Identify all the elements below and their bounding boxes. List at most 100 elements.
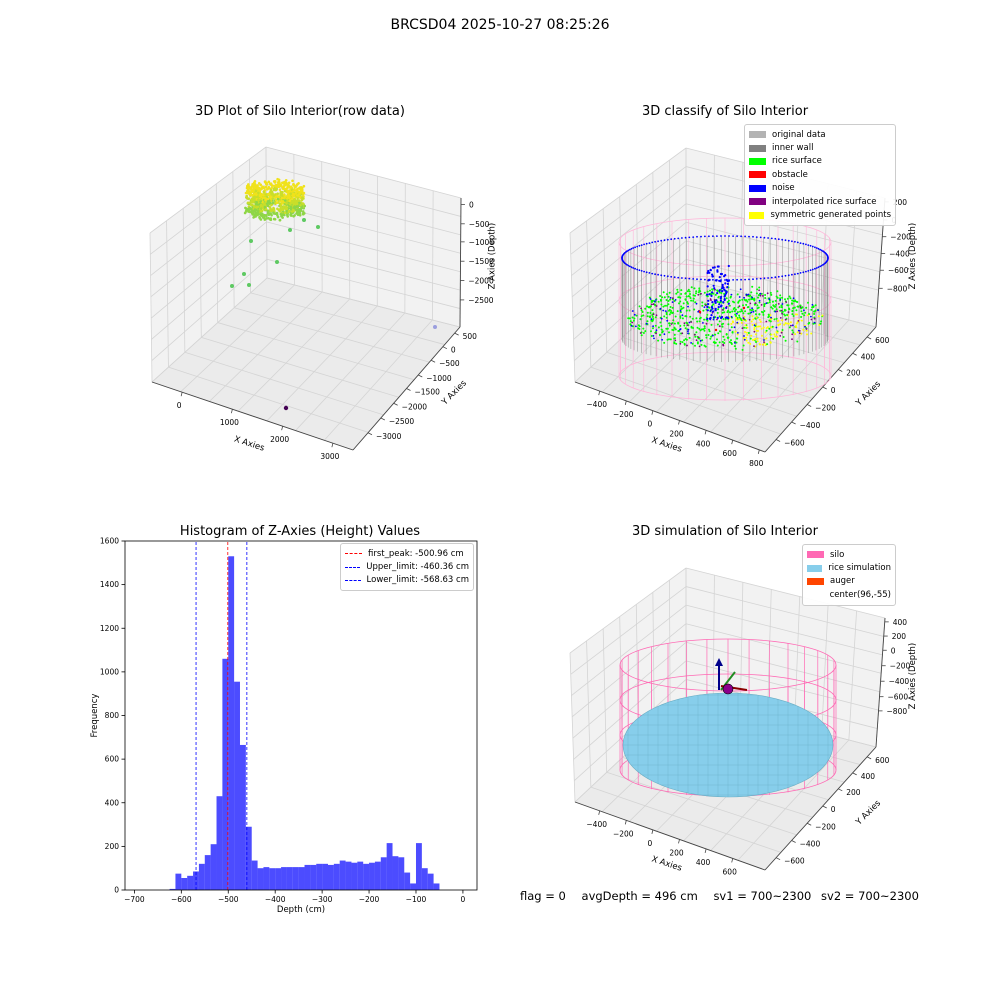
noise-point: [744, 235, 746, 238]
scatter-point: [686, 324, 689, 326]
surface-point: [694, 344, 696, 347]
auger-z-head: [715, 658, 723, 666]
scatter-point: [791, 338, 793, 341]
scatter-point: [770, 316, 772, 319]
surface-point: [721, 340, 724, 343]
surface-point: [753, 297, 756, 300]
y-tick: [442, 346, 448, 350]
scatter-point: [765, 302, 768, 305]
histogram-bar: [322, 863, 328, 890]
y-tick-label: 1400: [100, 580, 119, 589]
surface-point: [781, 296, 784, 299]
surface-point: [729, 296, 732, 299]
surface-point: [710, 335, 713, 338]
legend-label: inner wall: [772, 143, 814, 154]
raw-point: [283, 184, 286, 187]
histogram-bar: [263, 867, 270, 890]
surface-point: [784, 298, 786, 301]
surface-point: [717, 332, 720, 335]
surface-point: [780, 304, 783, 307]
y-tick: [418, 374, 423, 378]
surface-point: [766, 302, 769, 304]
surface-point: [638, 328, 641, 330]
scatter-point: [791, 333, 794, 336]
scatter-point: [730, 293, 733, 296]
surface-point: [708, 330, 711, 333]
x-tick-label: −200: [359, 895, 380, 904]
surface-point: [642, 332, 645, 334]
noise-point: [666, 275, 669, 278]
z-axis-line: [875, 617, 886, 748]
noise-point: [725, 278, 728, 281]
surface-point: [776, 296, 779, 299]
y-tick-label: −600: [784, 857, 805, 866]
legend-swatch: [749, 157, 766, 165]
surface-point: [662, 305, 665, 308]
histogram-bar: [327, 864, 334, 890]
histogram-bar: [339, 860, 346, 890]
raw-point: [263, 180, 267, 183]
surface-point: [725, 297, 728, 300]
surface-point: [817, 315, 820, 318]
raw-point: [262, 194, 265, 197]
raw-point: [283, 187, 287, 191]
surface-point: [776, 290, 779, 293]
raw-point: [299, 203, 302, 207]
noise-point: [787, 239, 790, 242]
raw-point: [280, 214, 283, 218]
surface-point: [749, 308, 752, 311]
surface-point: [723, 311, 726, 314]
legend-swatch: [807, 564, 823, 572]
surface-point: [646, 320, 649, 323]
noise-point: [636, 245, 639, 248]
surface-point: [657, 300, 660, 303]
raw-point: [292, 215, 295, 218]
noise-point: [724, 274, 727, 277]
scatter-point: [683, 322, 686, 325]
scatter-point: [784, 318, 787, 321]
raw-point: [291, 179, 294, 183]
surface-point: [767, 316, 770, 319]
grid-line: [683, 305, 795, 423]
raw-outlier-point: [275, 260, 279, 264]
surface-point: [676, 310, 679, 313]
surface-point: [646, 315, 649, 318]
surface-point: [686, 301, 689, 304]
grid-line: [622, 337, 813, 399]
raw-point: [256, 211, 260, 214]
grid-line: [149, 232, 153, 383]
scatter-point: [662, 309, 665, 312]
grid-line: [266, 165, 461, 217]
raw-point: [291, 197, 294, 200]
surface-point: [768, 327, 771, 330]
noise-point: [709, 309, 712, 312]
scatter-point: [700, 292, 702, 295]
surface-point: [725, 333, 728, 335]
x-tick-label: 0: [461, 895, 466, 904]
surface-point: [691, 342, 694, 345]
surface-point: [676, 291, 679, 294]
y-tick-label: 1000: [100, 667, 119, 676]
raw-point: [265, 214, 268, 218]
histogram-bar: [292, 867, 299, 890]
raw-point: [264, 193, 267, 196]
surface-point: [646, 305, 649, 308]
scatter-point: [790, 324, 792, 327]
scatter-point: [697, 293, 700, 296]
z-tick-label: 0: [469, 200, 474, 209]
surface-point: [753, 303, 756, 306]
surface-point: [747, 312, 750, 315]
scatter-point: [690, 321, 693, 323]
surface-point: [734, 313, 737, 316]
z-tick-label: −600: [888, 266, 909, 275]
histogram-bar: [369, 862, 375, 890]
surface-point: [747, 341, 750, 344]
surface-point: [764, 297, 767, 299]
grid-line: [571, 623, 687, 718]
scatter-point: [655, 314, 658, 317]
surface-point: [666, 338, 669, 341]
surface-point: [654, 316, 657, 319]
y-tick-label: 600: [105, 755, 120, 764]
x-tick-label: −600: [171, 895, 192, 904]
noise-point: [720, 235, 722, 237]
